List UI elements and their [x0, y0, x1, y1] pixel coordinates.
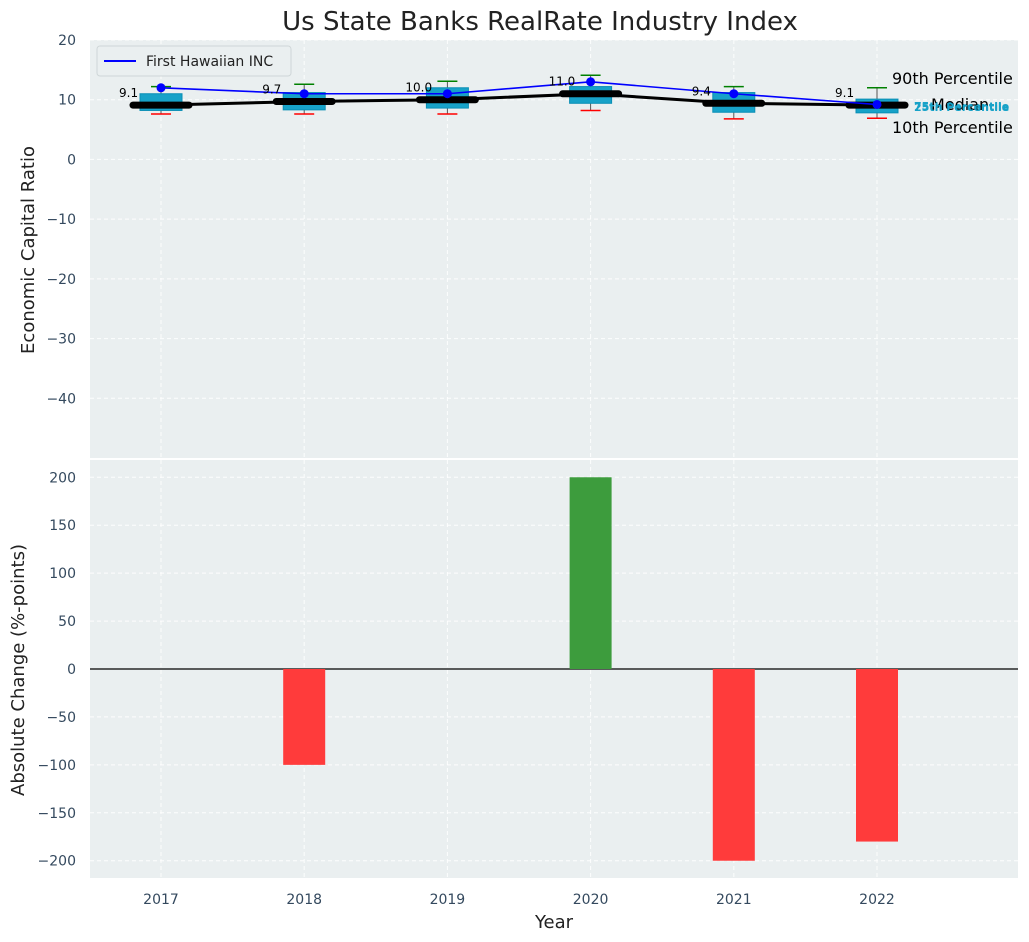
bar-2020 [569, 477, 612, 669]
bottom-ytick-8: −200 [38, 854, 76, 870]
median-label-2021: 9.4 [692, 84, 711, 98]
bottom-ytick-2: 100 [49, 566, 76, 582]
company-point-2018 [299, 89, 309, 99]
xtick-2019: 2019 [430, 892, 466, 908]
median-label-2022: 9.1 [835, 86, 854, 100]
top-ytick-3: −10 [46, 212, 76, 228]
median-label-2017: 9.1 [119, 86, 138, 100]
median-series [160, 92, 878, 107]
change-bars [283, 477, 898, 861]
company-point-2022 [872, 99, 882, 109]
top-ytick-6: −40 [46, 391, 76, 407]
xtick-2018: 2018 [286, 892, 322, 908]
bottom-ytick-7: −150 [38, 806, 76, 822]
annotation-90th-percentile: 90th Percentile [892, 69, 1013, 88]
bottom-ytick-6: −100 [38, 758, 76, 774]
annotation-10th-percentile: 10th Percentile [892, 118, 1013, 137]
bottom-ytick-0: 200 [49, 470, 76, 486]
bottom-y-tick-labels: 200 150 100 50 0 −50 −100 −150 −200 [38, 470, 76, 869]
bar-2022 [856, 669, 898, 842]
top-ytick-2: 0 [67, 152, 76, 168]
annotation-median: Median [931, 95, 989, 114]
top-gridlines [90, 39, 1018, 458]
x-tick-labels: 2017 2018 2019 2020 2021 2022 [143, 892, 895, 908]
top-ytick-5: −30 [46, 332, 76, 348]
top-ytick-1: 10 [58, 93, 76, 109]
annotation-25th-percentile: 25th Percentile [914, 101, 1009, 114]
median-label-2019: 10.0 [405, 81, 432, 95]
bottom-ytick-1: 150 [49, 518, 76, 534]
company-point-2021 [729, 89, 739, 99]
top-ytick-0: 20 [58, 33, 76, 49]
median-value-labels: 9.1 9.7 10.0 11.0 9.4 9.1 [119, 75, 854, 100]
bar-2018 [283, 669, 326, 765]
legend-box [96, 45, 292, 77]
median-line [160, 92, 878, 107]
top-y-axis-label: Economic Capital Ratio [18, 146, 39, 354]
top-ytick-4: −20 [46, 272, 76, 288]
company-series [156, 77, 882, 109]
median-label-2018: 9.7 [262, 83, 281, 97]
legend-label: First Hawaiian INC [146, 54, 273, 70]
company-point-2020 [586, 77, 596, 87]
legend: First Hawaiian INC [96, 45, 292, 77]
company-point-2017 [156, 83, 166, 93]
bottom-y-axis-label: Absolute Change (%-points) [8, 544, 29, 796]
xtick-2017: 2017 [143, 892, 179, 908]
bottom-ytick-3: 50 [58, 614, 76, 630]
chart-title: Us State Banks RealRate Industry Index [282, 7, 798, 37]
xtick-2021: 2021 [716, 892, 752, 908]
company-line [160, 80, 878, 106]
bar-2021 [712, 669, 755, 861]
xtick-2020: 2020 [573, 892, 609, 908]
x-axis-label: Year [534, 912, 574, 933]
annotation-75th-percentile: 75th Percentile [914, 100, 1009, 113]
top-y-tick-labels: 20 10 0 −10 −20 −30 −40 [46, 33, 76, 407]
median-label-2020: 11.0 [549, 75, 576, 89]
xtick-2022: 2022 [859, 892, 895, 908]
bottom-ytick-5: −50 [46, 710, 76, 726]
bottom-ytick-4: 0 [67, 662, 76, 678]
company-point-2019 [442, 89, 452, 99]
